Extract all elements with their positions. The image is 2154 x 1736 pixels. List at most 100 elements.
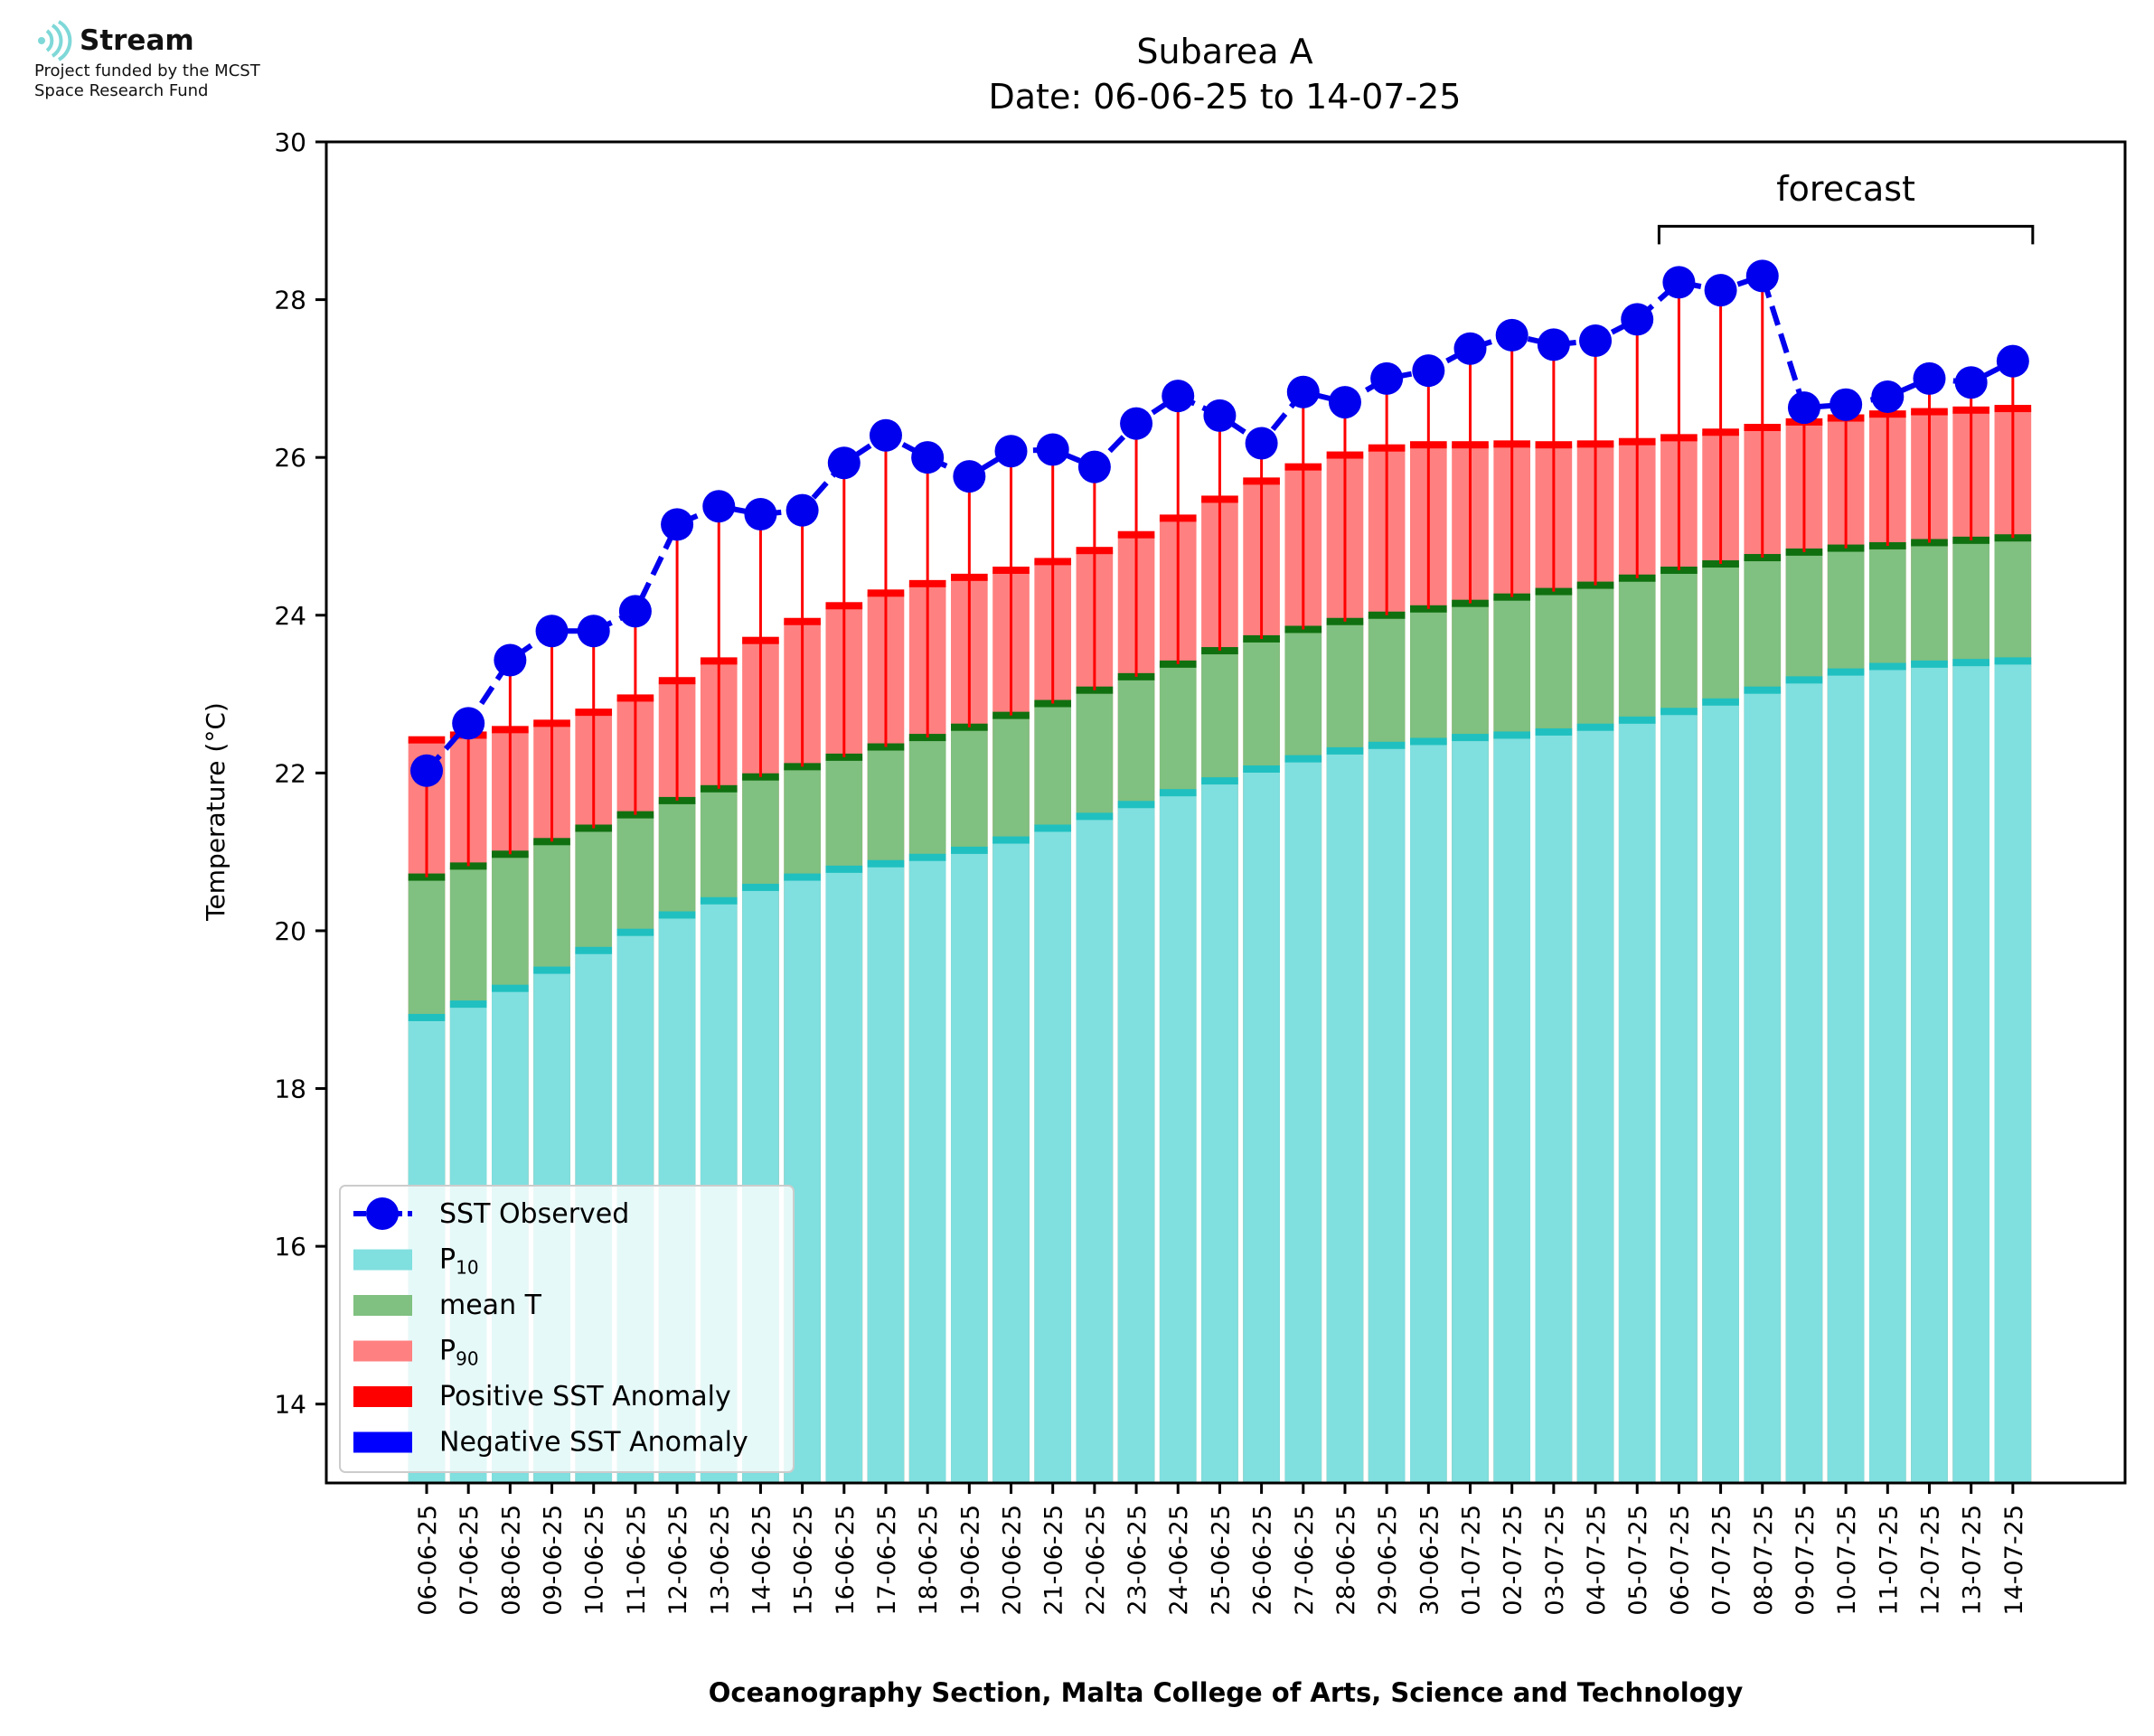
sst-observed-point [1370,361,1404,395]
p10-bar [1034,828,1072,1483]
sst-observed-point [1871,380,1905,413]
x-tick-label: 07-07-25 [1708,1505,1736,1616]
logo-name: Stream [80,24,194,57]
y-tick-label: 28 [274,286,306,315]
p10-cap [992,836,1030,844]
x-tick-label: 25-06-25 [1207,1505,1235,1616]
x-tick-label: 09-06-25 [540,1505,568,1616]
x-tick-label: 02-07-25 [1500,1505,1528,1616]
sst-observed-point [1036,433,1069,466]
x-tick-label: 12-07-25 [1916,1505,1944,1616]
x-tick-label: 10-07-25 [1833,1505,1861,1616]
x-tick-label: 14-06-25 [748,1505,776,1616]
forecast-annotation: forecast [1657,169,2035,245]
x-tick-label: 22-06-25 [1082,1505,1110,1616]
sst-observed-point [1829,388,1863,421]
x-tick-label: 14-07-25 [2000,1505,2028,1616]
p10-cap [1284,755,1322,763]
funded-line-2: Space Research Fund [34,81,209,100]
sst-observed-point [702,490,736,523]
sst-observed-point [1787,391,1820,425]
p10-cap [616,928,654,936]
x-tick-label: 18-06-25 [915,1505,943,1616]
p10-cap [1410,737,1447,746]
sst-observed-point [1579,324,1613,357]
legend-negative-anomaly: Negative SST Anomaly [439,1427,748,1459]
p10-cap [825,865,863,873]
x-tick-label: 23-06-25 [1124,1505,1152,1616]
x-tick-label: 13-07-25 [1959,1505,1987,1616]
x-tick-label: 11-07-25 [1875,1505,1903,1616]
x-tick-label: 04-07-25 [1583,1505,1611,1616]
sst-observed-point [1162,380,1195,413]
p10-bar [1827,671,1865,1483]
p10-cap [1034,824,1072,832]
x-tick-label: 08-07-25 [1750,1505,1778,1616]
p10-cap [1618,716,1656,724]
sst-observed-point [1077,450,1111,483]
p10-bar [1493,735,1530,1483]
p10-bar [1618,719,1656,1483]
p10-cap [492,984,529,992]
p10-cap [1994,657,2032,665]
sst-observed-point [1328,386,1361,419]
p10-cap [1702,698,1739,706]
p10-cap [1159,789,1197,797]
sst-observed-point [1245,427,1278,460]
sst-observed-point [1913,361,1946,395]
p10-cap [1243,765,1280,773]
logo: Stream Project funded by the MCST Space … [34,20,378,101]
legend-positive-anomaly: Positive SST Anomaly [439,1381,731,1412]
sst-observed-point [1495,318,1528,352]
sst-observed-point [1745,259,1779,293]
y-tick-label: 22 [274,758,306,788]
sst-observed-point [869,418,902,452]
p10-bar [1284,758,1322,1483]
p10-cap [1201,777,1238,785]
forecast-label: forecast [1776,169,1915,209]
sst-observed-point [1621,303,1654,336]
legend-box [339,1185,795,1473]
sst-observed-point [1453,332,1487,365]
p10-bar [825,868,863,1483]
p10-cap [1785,676,1823,684]
p10-cap [533,966,570,974]
p10-cap [1368,741,1406,749]
p10-bar [1368,745,1406,1483]
p10-cap [658,911,696,919]
p10-cap [1452,734,1489,742]
legend: SST Observed P10 mean T P90 Positive SST Ano… [339,1185,795,1473]
legend-patch-swatch [353,1431,412,1453]
p10-cap [1744,686,1782,694]
sst-observed-point [1537,328,1570,361]
x-axis-label: Oceanography Section, Malta College of A… [709,1677,1744,1708]
plot-frame [325,140,2127,1485]
p10-cap [1576,723,1614,731]
x-tick-label: 26-06-25 [1249,1505,1277,1616]
legend-sst-observed: SST Observed [439,1198,629,1230]
funded-line-1: Project funded by the MCST [34,61,260,80]
x-tick-label: 09-07-25 [1792,1505,1820,1616]
p90-cap [408,736,446,744]
p10-cap [951,846,988,854]
p10-cap [1076,812,1114,821]
x-tick-label: 30-06-25 [1416,1505,1444,1616]
x-tick-label: 20-06-25 [999,1505,1027,1616]
x-tick-label: 12-06-25 [664,1505,692,1616]
p10-bar [1744,690,1782,1483]
sst-observed-point [1662,266,1696,299]
p10-cap [1493,731,1530,739]
sst-observed-point [494,643,527,677]
sst-observed-point [1996,344,2029,378]
p10-cap [700,896,738,905]
p10-bar [1159,793,1197,1483]
forecast-bracket [1657,224,2035,245]
sst-observed-point [911,441,945,474]
sst-observed-layer [410,259,2029,787]
p10-bar [867,863,905,1483]
p10-cap [742,883,779,891]
x-tick-label: 17-06-25 [873,1505,901,1616]
x-tick-label: 03-07-25 [1541,1505,1569,1616]
p10-bar [1076,816,1114,1483]
